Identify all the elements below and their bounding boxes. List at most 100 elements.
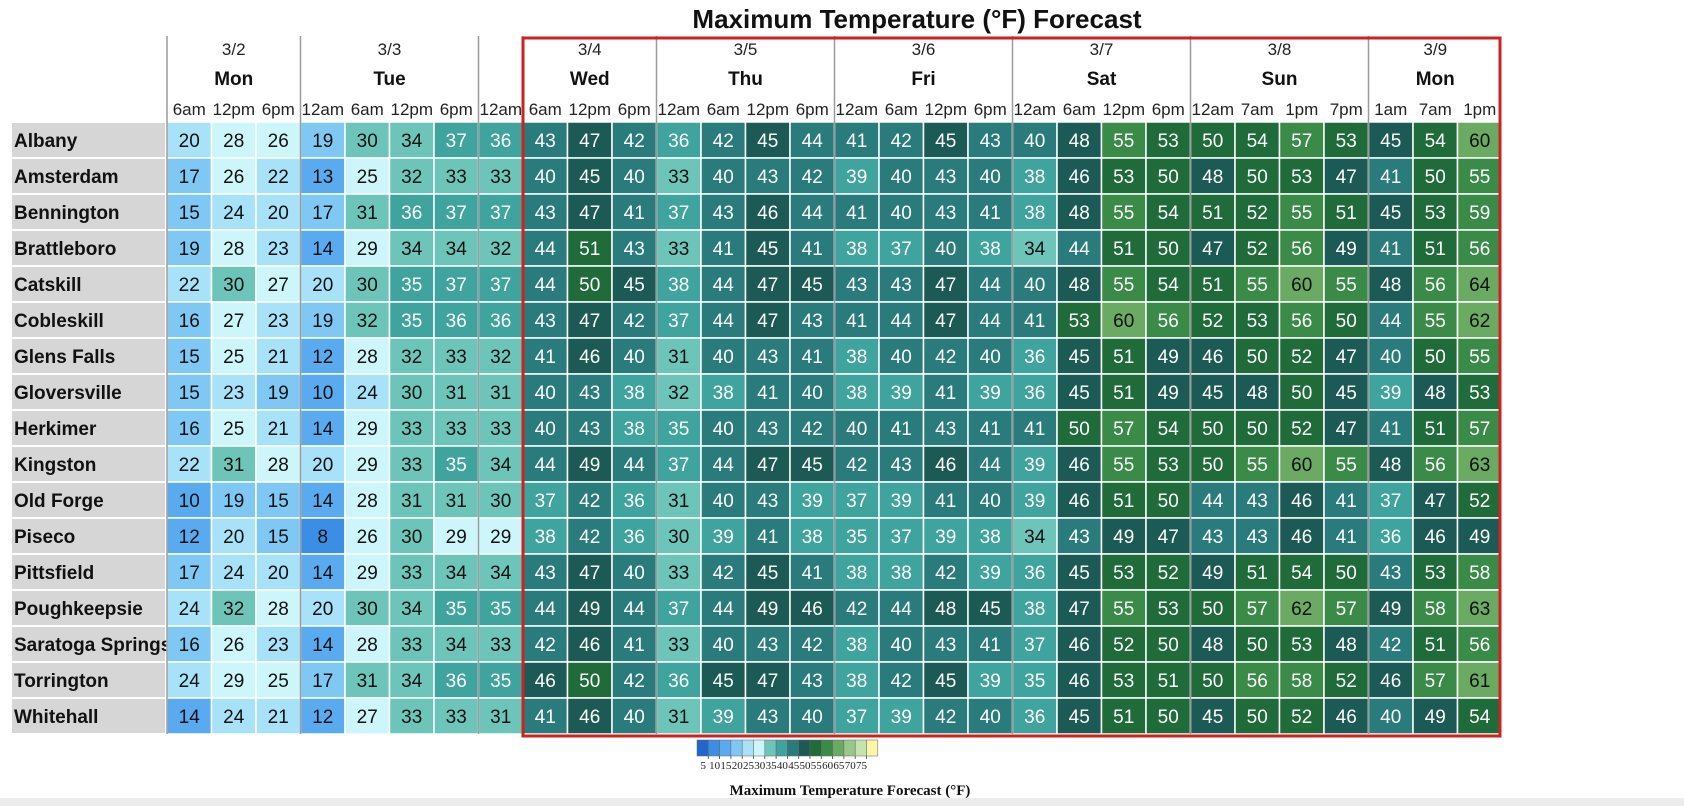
cell-value: 42	[579, 491, 600, 512]
cell-value: 43	[935, 203, 956, 224]
cell-value: 45	[1069, 347, 1090, 368]
cell-value: 40	[624, 707, 645, 728]
cell-value: 35	[401, 275, 422, 296]
cell-value: 45	[1202, 383, 1223, 404]
cell-value: 43	[624, 239, 645, 260]
cell-value: 30	[401, 383, 422, 404]
heatmap-cell	[1412, 373, 1459, 411]
cell-value: 47	[935, 311, 956, 332]
cell-value: 15	[268, 491, 289, 512]
heatmap-cell	[833, 337, 880, 375]
cell-value: 40	[980, 491, 1001, 512]
hour-label: 12pm	[1102, 100, 1145, 119]
heatmap-cell	[878, 229, 925, 267]
heatmap-cell	[166, 517, 213, 555]
legend-tick-label: 65	[833, 760, 845, 772]
cell-value: 33	[401, 635, 422, 656]
cell-value: 25	[357, 167, 378, 188]
heatmap-cell	[789, 445, 836, 483]
cell-value: 52	[1291, 707, 1312, 728]
cell-value: 51	[1425, 239, 1446, 260]
cell-value: 40	[713, 347, 734, 368]
cell-value: 53	[1425, 563, 1446, 584]
cell-value: 44	[1202, 491, 1224, 512]
cell-value: 19	[179, 239, 200, 260]
heatmap-cell	[1323, 373, 1370, 411]
legend-tick-label: 5	[701, 760, 707, 772]
heatmap-cell	[1100, 553, 1147, 591]
heatmap-cell	[1234, 121, 1281, 159]
heatmap-cell	[1456, 409, 1503, 447]
cell-value: 39	[846, 167, 867, 188]
heatmap-cell	[255, 697, 302, 735]
legend-swatch	[696, 739, 709, 757]
cell-value: 48	[935, 599, 956, 620]
heatmap-cell	[1456, 193, 1503, 231]
cell-value: 40	[1024, 131, 1045, 152]
hour-label: 12am	[657, 100, 700, 119]
cell-value: 30	[668, 527, 689, 548]
cell-value: 42	[891, 131, 912, 152]
cell-value: 33	[401, 419, 422, 440]
heatmap-cell	[655, 553, 702, 591]
cell-value: 52	[1336, 671, 1357, 692]
cell-value: 34	[446, 635, 468, 656]
cell-value: 56	[1469, 239, 1490, 260]
day-date: 3/6	[912, 40, 936, 59]
cell-value: 10	[179, 491, 200, 512]
day-name: Thu	[728, 69, 763, 90]
cell-value: 48	[1069, 203, 1090, 224]
bottom-strip	[0, 798, 1684, 806]
cell-value: 38	[535, 527, 556, 548]
row-label: Gloversville	[14, 383, 122, 404]
hour-label: 12am	[1013, 100, 1056, 119]
day-name: Fri	[911, 69, 935, 90]
cell-value: 39	[713, 527, 734, 548]
cell-value: 44	[802, 131, 824, 152]
cell-value: 49	[1380, 599, 1401, 620]
cell-value: 55	[1336, 275, 1357, 296]
cell-value: 51	[1425, 419, 1446, 440]
heatmap-cell	[255, 553, 302, 591]
cell-value: 37	[446, 131, 467, 152]
row-labels: Albany Amsterdam Bennington Brattleboro Cats…	[12, 123, 171, 733]
row-label-bg	[12, 447, 165, 481]
cell-value: 43	[935, 635, 956, 656]
cell-value: 64	[1469, 275, 1491, 296]
cell-value: 36	[446, 671, 467, 692]
heatmap-cell	[1278, 409, 1325, 447]
row-label-bg	[12, 303, 165, 337]
cell-value: 41	[1380, 419, 1401, 440]
cell-value: 29	[357, 239, 378, 260]
cell-value: 53	[1113, 167, 1134, 188]
cell-value: 44	[624, 455, 646, 476]
cell-value: 50	[1202, 419, 1223, 440]
heatmap-cell	[878, 481, 925, 519]
heatmap-cell	[1278, 121, 1325, 159]
highlight-box	[521, 36, 1502, 738]
cell-value: 35	[401, 311, 422, 332]
heatmap-cell	[344, 337, 391, 375]
cell-value: 41	[846, 311, 867, 332]
cell-value: 40	[535, 419, 556, 440]
cell-value: 30	[223, 275, 244, 296]
cell-value: 47	[579, 203, 600, 224]
cell-value: 52	[1291, 347, 1312, 368]
heatmap-cell	[1456, 481, 1503, 519]
cell-value: 47	[1158, 527, 1179, 548]
heatmap-cell	[255, 301, 302, 339]
cell-value: 53	[1158, 599, 1179, 620]
heatmap-cell	[922, 265, 969, 303]
cell-value: 41	[1336, 527, 1357, 548]
cell-value: 39	[802, 491, 823, 512]
cell-value: 39	[891, 383, 912, 404]
cell-value: 41	[980, 419, 1001, 440]
heatmap-cell	[166, 409, 213, 447]
heatmap-cell	[255, 337, 302, 375]
cell-value: 41	[757, 527, 778, 548]
heatmap-cell	[255, 157, 302, 195]
cell-value: 55	[1469, 347, 1490, 368]
cell-value: 32	[223, 599, 244, 620]
cell-value: 43	[535, 563, 556, 584]
cell-value: 57	[1425, 671, 1446, 692]
